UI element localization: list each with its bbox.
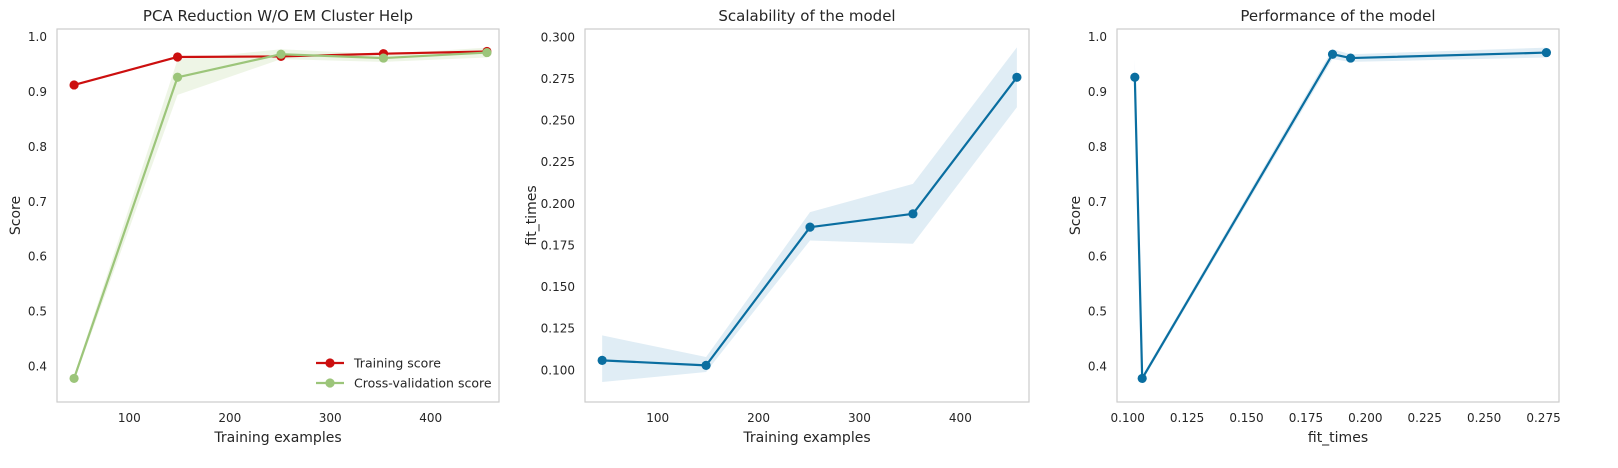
series-line-1	[1133, 51, 1547, 380]
series-line-2	[73, 51, 488, 379]
y-tick-label: 0.250	[541, 114, 575, 128]
y-tick-label: 0.9	[28, 85, 47, 99]
confidence-band-2	[74, 47, 487, 382]
data-point	[701, 360, 711, 370]
data-point	[908, 209, 918, 219]
legend: Training score Cross-validation score	[316, 356, 492, 391]
chart-panel-1: 100 200 300 400 0.4 0.5 0.6 0.7 0.8 0.9 1.0 PCA Red…	[8, 7, 500, 446]
confidence-band-1	[602, 47, 1017, 383]
plot-frame	[56, 28, 500, 403]
y-tick-label: 0.150	[541, 280, 575, 294]
y-tick-label: 0.4	[1088, 359, 1107, 373]
data-point	[1012, 72, 1022, 82]
chart-panel-2: 100 200 300 400 0.100 0.125 0.150 0.175 0.200 0.2…	[524, 7, 1030, 446]
x-tick-label: 0.125	[1170, 411, 1204, 425]
data-point	[1327, 49, 1338, 59]
y-tick-label: 0.8	[28, 140, 47, 154]
data-point	[69, 80, 79, 90]
x-tick-label: 0.200	[1348, 411, 1382, 425]
y-tick-label: 0.7	[28, 195, 47, 209]
y-tick-label: 0.300	[541, 30, 575, 44]
x-axis-label: Training examples	[213, 430, 341, 446]
data-point	[805, 222, 815, 232]
y-tick-label: 0.7	[1088, 195, 1107, 209]
y-tick-label: 0.175	[541, 238, 575, 252]
y-tick-label: 0.100	[541, 363, 575, 377]
legend-swatch-marker	[325, 358, 335, 368]
chart-title: Performance of the model	[1240, 7, 1435, 25]
data-point	[172, 52, 183, 62]
x-tick-label: 300	[848, 411, 871, 425]
legend-swatch-marker	[325, 378, 335, 388]
x-tick-label: 0.250	[1467, 411, 1501, 425]
data-point	[276, 49, 286, 59]
data-point	[69, 373, 79, 384]
y-tick-label: 0.9	[1088, 85, 1107, 99]
legend-entry: Training score	[353, 356, 441, 371]
y-tick-label: 0.4	[28, 359, 47, 373]
data-point	[172, 72, 183, 82]
plot-frame	[1116, 28, 1560, 403]
x-tick-label: 0.100	[1111, 411, 1145, 425]
y-tick-label: 0.200	[541, 197, 575, 211]
chart-title: Scalability of the model	[718, 7, 895, 25]
y-axis-label: fit_times	[524, 185, 540, 245]
x-tick-label: 100	[118, 411, 141, 425]
plot-frame	[584, 28, 1030, 403]
data-point	[1541, 47, 1552, 58]
x-tick-label: 200	[218, 411, 241, 425]
y-tick-label: 1.0	[1088, 30, 1107, 44]
y-tick-label: 0.6	[1088, 250, 1107, 264]
y-tick-label: 0.275	[541, 72, 575, 86]
x-tick-label: 0.275	[1526, 411, 1560, 425]
x-tick-label: 0.150	[1229, 411, 1263, 425]
legend-entry: Cross-validation score	[354, 376, 492, 391]
x-tick-label: 300	[319, 411, 342, 425]
x-tick-label: 0.175	[1289, 411, 1323, 425]
x-tick-label: 400	[419, 411, 442, 425]
y-tick-label: 0.225	[541, 155, 575, 169]
data-point	[1130, 72, 1140, 82]
y-axis-label: Score	[1068, 196, 1084, 235]
y-tick-label: 0.5	[28, 304, 47, 318]
x-tick-label: 400	[949, 411, 972, 425]
y-tick-label: 0.125	[541, 322, 575, 336]
x-tick-label: 200	[747, 411, 770, 425]
chart-panel-3: 0.100 0.125 0.150 0.175 0.200 0.225 0.250 0.275…	[1068, 7, 1561, 446]
x-tick-label: 100	[646, 411, 669, 425]
data-point	[482, 47, 492, 58]
chart-title: PCA Reduction W/O EM Cluster Help	[143, 7, 413, 25]
x-tick-label: 0.225	[1408, 411, 1442, 425]
y-tick-label: 0.6	[28, 250, 47, 264]
y-axis-label: Score	[8, 196, 24, 235]
y-tick-label: 0.8	[1088, 140, 1107, 154]
x-axis-label: fit_times	[1308, 430, 1368, 446]
data-point	[597, 355, 607, 365]
y-tick-label: 0.5	[1088, 304, 1107, 318]
y-tick-label: 1.0	[28, 30, 47, 44]
data-point	[378, 53, 389, 63]
confidence-band-1	[1134, 47, 1547, 382]
data-point	[1345, 53, 1356, 63]
x-axis-label: Training examples	[742, 430, 870, 446]
data-point	[1137, 373, 1147, 384]
